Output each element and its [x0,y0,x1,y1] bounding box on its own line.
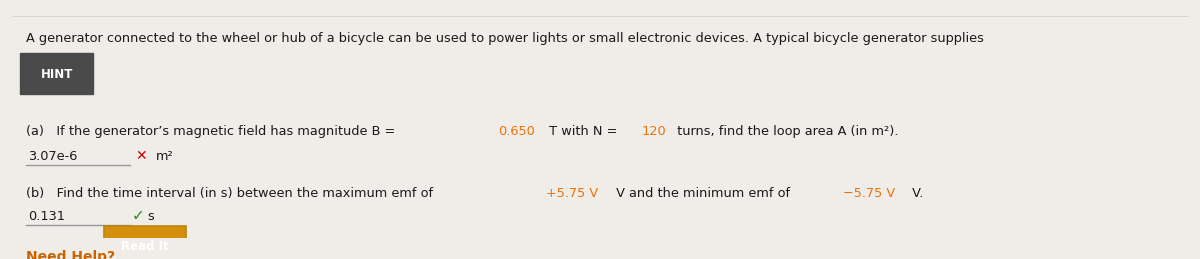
Text: V and the minimum emf of: V and the minimum emf of [612,187,794,200]
Text: (a)   If the generator’s magnetic field has magnitude B =: (a) If the generator’s magnetic field ha… [26,125,400,138]
Text: (b)   Find the time interval (in s) between the maximum emf of: (b) Find the time interval (in s) betwee… [26,187,437,200]
FancyBboxPatch shape [20,53,94,93]
Text: 120: 120 [642,125,666,138]
Text: turns, find the loop area A (in m²).: turns, find the loop area A (in m²). [673,125,899,138]
Text: m²: m² [156,150,173,163]
Text: +5.75 V: +5.75 V [546,187,599,200]
Text: ✓: ✓ [132,208,145,223]
Text: T with N =: T with N = [545,125,622,138]
Text: 0.131: 0.131 [29,210,66,223]
Text: −5.75 V: −5.75 V [842,187,895,200]
Text: Need Help?: Need Help? [26,250,115,259]
Text: A generator connected to the wheel or hub of a bicycle can be used to power ligh: A generator connected to the wheel or hu… [26,32,988,45]
Text: HINT: HINT [41,68,73,81]
Text: Read It: Read It [121,241,169,254]
Text: 3.07e-6: 3.07e-6 [29,150,78,163]
FancyBboxPatch shape [103,226,186,259]
Text: 0.650: 0.650 [498,125,535,138]
Text: V.: V. [908,187,924,200]
Text: ✕: ✕ [136,149,148,163]
Text: s: s [148,210,154,223]
